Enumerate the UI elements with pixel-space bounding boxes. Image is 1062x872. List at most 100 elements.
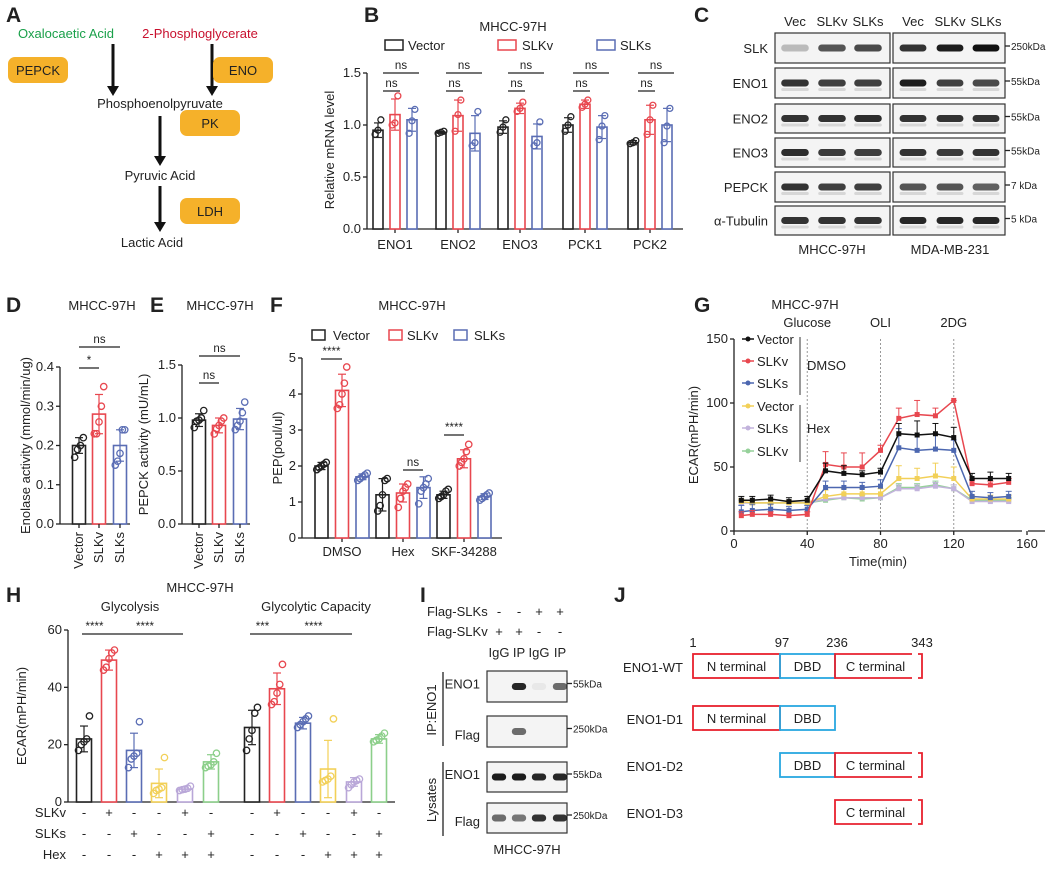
enzyme-box-ldh (180, 198, 240, 224)
domain-dbd-label: DBD (794, 711, 821, 726)
bar-slkv-data-point (95, 418, 103, 426)
sig-d-vector-slks-label: ns (93, 334, 105, 346)
series-hex-slks-point (969, 499, 975, 505)
blot-mhcc97h-3-band-faint (854, 157, 882, 161)
blot-mdamb231-2-band-faint (899, 123, 927, 127)
condition-sign: + (105, 805, 113, 820)
bar-vector-data-point (195, 416, 203, 424)
condition-sign: + (556, 604, 564, 619)
series-hex-vector-point (1006, 496, 1012, 502)
condition-sign: + (375, 847, 383, 862)
series-dmso-slkv-point (1006, 479, 1012, 485)
blot-mhcc97h-1-band-faint (818, 88, 846, 91)
series-dmso-slks-point (932, 446, 938, 452)
series-hex-vector-point (896, 476, 902, 482)
bar-vector (191, 419, 207, 525)
series-dmso-slkv-point (738, 513, 744, 519)
panel-label-d: D (6, 294, 21, 317)
x-tick-label: SLKv (91, 532, 106, 564)
condition-sign: - (497, 604, 501, 619)
series-hex-vector-point (878, 491, 883, 497)
bar-pck2-slks-data-point (663, 122, 671, 130)
bar-dmso-vector-data-point (322, 458, 331, 467)
bar-glycolysis-1-data-point (102, 663, 111, 672)
bar-pck1-slks-data-point (598, 122, 606, 130)
series-hex-vector-point (768, 500, 774, 506)
legend-dmso-slks-marker (745, 380, 751, 386)
condition-sign: - (517, 604, 521, 619)
blot-mdamb231-1-band (936, 79, 964, 87)
condition-label-flag-slks: Flag-SLKs (427, 604, 488, 619)
bar-pck1-vector (562, 124, 574, 230)
bar-slks-data-point (120, 425, 129, 434)
construct-label-eno1-d3: ENO1-D3 (627, 806, 683, 821)
condition-sign: + (375, 826, 383, 841)
cell-line-label: MHCC-97H (798, 242, 865, 257)
bar-slks-data-point (240, 398, 249, 406)
bar-capacity-1 (268, 687, 286, 803)
bar-slkv (211, 424, 227, 525)
series-dmso-vector-line (741, 432, 1009, 503)
x-tick-label: 80 (873, 536, 887, 551)
y-tick-label: 5 (289, 350, 296, 365)
series-dmso-vector-point (932, 431, 938, 437)
bar-glycolysis-2-data-point (135, 717, 144, 726)
series-dmso-slkv-point (969, 481, 975, 487)
series-dmso-slkv-point (859, 464, 865, 470)
series-dmso-vector-point (859, 472, 865, 478)
y-tick-label: 0 (55, 794, 62, 809)
blot-mhcc97h-3-band (818, 149, 846, 156)
condition-sign: + (181, 805, 189, 820)
y-tick-label: 100 (706, 395, 728, 410)
group-label-glycolytic-capacity: Glycolytic Capacity (261, 599, 371, 614)
series-dmso-vector-point (914, 432, 920, 438)
legend-hex-slkv-label: SLKv (757, 444, 789, 459)
blot-mdamb231-0-band (936, 44, 964, 52)
panel-label-b: B (364, 4, 379, 27)
condition-sign: - (537, 624, 541, 639)
blot-mdamb231-2-band-faint (972, 123, 1000, 127)
panel-label-a: A (6, 4, 21, 27)
bar-eno3-slks-data-point (536, 118, 544, 126)
arrow-pk-head (154, 156, 166, 166)
lane-label-slkv: SLKv (816, 14, 848, 29)
mw-marker-label: 55kDa (1011, 113, 1040, 124)
series-hex-slks-point (932, 483, 938, 489)
bar-pck2-slks-data-point (660, 139, 668, 147)
series-dmso-slkv-point (951, 397, 957, 403)
condition-sign: - (82, 826, 86, 841)
bar-pck2-vector (627, 141, 639, 230)
bar-eno2-slkv-data-point (457, 96, 465, 104)
y-tick-label: 0.2 (36, 438, 54, 453)
domain-n-terminal-label: N terminal (707, 659, 766, 674)
mw-marker-label: 55kDa (1011, 77, 1040, 88)
enzyme-label-pepck: PEPCK (16, 63, 60, 78)
blot-i-1 (486, 715, 568, 748)
series-dmso-vector-point (749, 497, 755, 503)
condition-sign: - (326, 805, 330, 820)
bar-hex-vector-data-point (383, 474, 392, 483)
chart-f-title: MHCC-97H (378, 298, 445, 313)
bar-eno1-vector-data-point (374, 126, 382, 134)
series-hex-vector-line (741, 475, 1009, 504)
legend-hex-slks-label: SLKs (757, 421, 789, 436)
group-label-lysates: Lysates (424, 777, 439, 822)
bar-vector-data-point (190, 423, 199, 432)
bar-eno2-vector-data-point (440, 127, 448, 135)
legend-label-slkv: SLKv (407, 328, 439, 343)
blot-mhcc97h-4-band (818, 183, 846, 191)
bar-vector-data-point (199, 406, 208, 415)
blot-mhcc97h-2-band (818, 115, 846, 122)
blot-mhcc97h-5-band-faint (818, 225, 846, 229)
bar-capacity-0-data-point (253, 703, 262, 712)
bar-slks-data-point (233, 421, 242, 430)
bar-slkv-data-point (90, 429, 99, 438)
bar-glycolysis-3-data-point (157, 783, 166, 792)
condition-sign: + (324, 847, 332, 862)
enzyme-box-pk (180, 110, 240, 136)
condition-sign: - (183, 826, 187, 841)
x-tick-label: 40 (800, 536, 814, 551)
legend-label-slkv: SLKv (522, 38, 554, 53)
blot-mhcc97h-5-band (854, 217, 882, 224)
